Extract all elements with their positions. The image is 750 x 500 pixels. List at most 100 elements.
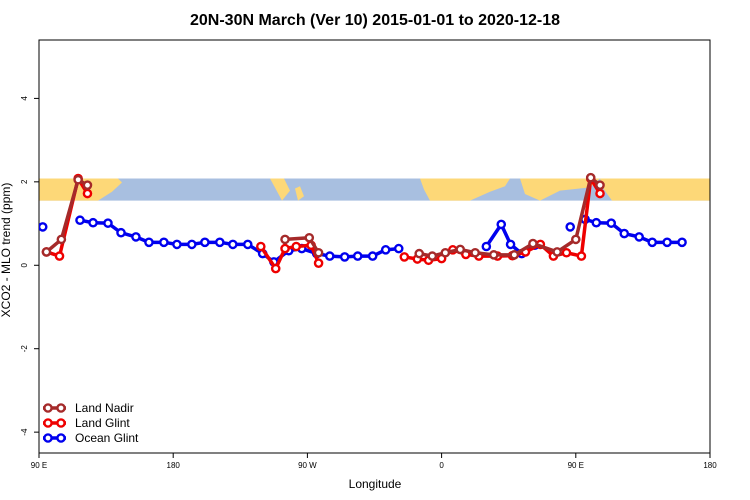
- data-point-ocean-glint: [144, 237, 154, 248]
- data-point-land-nadir: [440, 247, 451, 258]
- legend-marker: [56, 433, 66, 443]
- data-point-land-nadir: [509, 250, 520, 260]
- data-point-land-glint: [399, 252, 410, 262]
- data-point-ocean-glint: [159, 237, 169, 248]
- plot-area: [38, 39, 711, 454]
- data-point-land-glint: [313, 258, 324, 268]
- data-point-land-nadir: [414, 248, 425, 259]
- map-land: [420, 178, 510, 201]
- series-layer: [39, 172, 687, 274]
- data-point-ocean-glint: [619, 228, 630, 239]
- data-point-land-nadir: [528, 238, 538, 249]
- map-land: [520, 178, 600, 201]
- legend-marker: [56, 418, 66, 428]
- y-axis-label: XCO2 - MLO trend (ppm): [0, 183, 13, 318]
- data-point-land-glint: [280, 243, 290, 254]
- data-point-ocean-glint: [352, 251, 363, 261]
- data-point-land-nadir: [585, 172, 596, 183]
- legend-label: Ocean Glint: [75, 431, 139, 445]
- data-point-ocean-glint: [481, 241, 492, 252]
- legend-label: Land Nadir: [75, 401, 134, 415]
- data-point-land-glint: [291, 241, 302, 252]
- data-point-ocean-glint: [634, 232, 644, 242]
- y-tick-label: 0: [20, 262, 29, 267]
- data-point-land-glint: [561, 247, 572, 258]
- data-point-land-nadir: [595, 180, 605, 190]
- plot-frame: [38, 39, 711, 454]
- legend-marker: [43, 433, 53, 443]
- data-point-ocean-glint: [505, 239, 516, 250]
- data-point-ocean-glint: [647, 237, 658, 248]
- data-point-land-nadir: [552, 247, 562, 257]
- series-line-ocean-glint: [79, 218, 399, 264]
- data-point-land-nadir: [470, 247, 480, 258]
- data-point-land-nadir: [313, 247, 324, 258]
- data-point-ocean-glint: [324, 251, 335, 261]
- data-point-ocean-glint: [187, 239, 197, 250]
- x-tick-label: 0: [439, 461, 444, 470]
- x-tick-label: 180: [167, 461, 181, 470]
- data-point-land-nadir: [41, 247, 52, 257]
- data-point-ocean-glint: [662, 237, 672, 248]
- data-point-ocean-glint: [677, 237, 687, 248]
- y-tick-label: 2: [20, 179, 29, 184]
- chart-title: 20N-30N March (Ver 10) 2015-01-01 to 202…: [190, 12, 560, 29]
- data-point-ocean-glint: [242, 239, 253, 250]
- data-point-land-glint: [256, 241, 266, 252]
- data-point-ocean-glint: [606, 218, 617, 228]
- x-tick-label: 180: [703, 461, 717, 470]
- legend-marker: [43, 418, 53, 428]
- data-point-ocean-glint: [496, 219, 507, 230]
- data-point-ocean-glint: [393, 243, 404, 254]
- data-point-ocean-glint: [214, 237, 225, 248]
- data-point-ocean-glint: [200, 237, 210, 248]
- data-point-land-nadir: [280, 234, 290, 245]
- data-point-land-glint: [595, 188, 605, 199]
- legend-entry-land-nadir: Land Nadir: [43, 401, 134, 415]
- data-point-land-nadir: [455, 244, 466, 255]
- data-point-ocean-glint: [228, 239, 238, 250]
- series-land-nadir: [41, 172, 605, 261]
- y-tick-label: -2: [20, 345, 29, 353]
- data-point-land-nadir: [427, 251, 438, 261]
- series-ocean-glint: [39, 214, 687, 267]
- axes: 90 E 180 90 W 0 90 E 180 -4 -2 0 2 4: [20, 96, 717, 470]
- legend-entry-land-glint: Land Glint: [43, 416, 130, 430]
- data-point-ocean-glint: [565, 222, 576, 232]
- data-point-ocean-glint: [367, 251, 378, 261]
- data-point-land-glint: [82, 188, 93, 199]
- data-point-ocean-glint: [88, 217, 98, 228]
- data-point-ocean-glint: [103, 218, 113, 228]
- map-land: [600, 178, 710, 201]
- data-point-land-nadir: [82, 180, 93, 190]
- legend-marker: [56, 403, 66, 413]
- data-point-land-nadir: [488, 250, 499, 260]
- data-point-ocean-glint: [131, 232, 141, 242]
- x-tick-label: 90 W: [298, 461, 317, 470]
- data-point-ocean-glint: [339, 252, 350, 262]
- y-tick-label: 4: [20, 96, 29, 101]
- data-point-ocean-glint: [75, 215, 85, 226]
- series-line-land-nadir: [45, 178, 89, 254]
- map-land: [270, 178, 290, 201]
- data-point-land-nadir: [304, 232, 315, 243]
- legend-marker: [43, 403, 53, 413]
- y-tick-label: -4: [20, 428, 29, 436]
- data-point-ocean-glint: [591, 217, 602, 228]
- x-tick-label: 90 E: [568, 461, 584, 470]
- data-point-land-nadir: [571, 234, 581, 245]
- map-land: [295, 186, 304, 201]
- legend-label: Land Glint: [75, 416, 130, 430]
- data-point-ocean-glint: [380, 245, 391, 255]
- data-point-land-glint: [576, 251, 587, 261]
- legend-entry-ocean-glint: Ocean Glint: [43, 431, 139, 445]
- x-tick-label: 90 E: [31, 461, 47, 470]
- data-point-land-nadir: [73, 174, 83, 185]
- data-point-land-nadir: [56, 234, 67, 245]
- x-axis-label: Longitude: [349, 477, 402, 491]
- map-band: [39, 178, 710, 201]
- data-point-land-glint: [54, 251, 65, 261]
- data-point-ocean-glint: [172, 239, 182, 250]
